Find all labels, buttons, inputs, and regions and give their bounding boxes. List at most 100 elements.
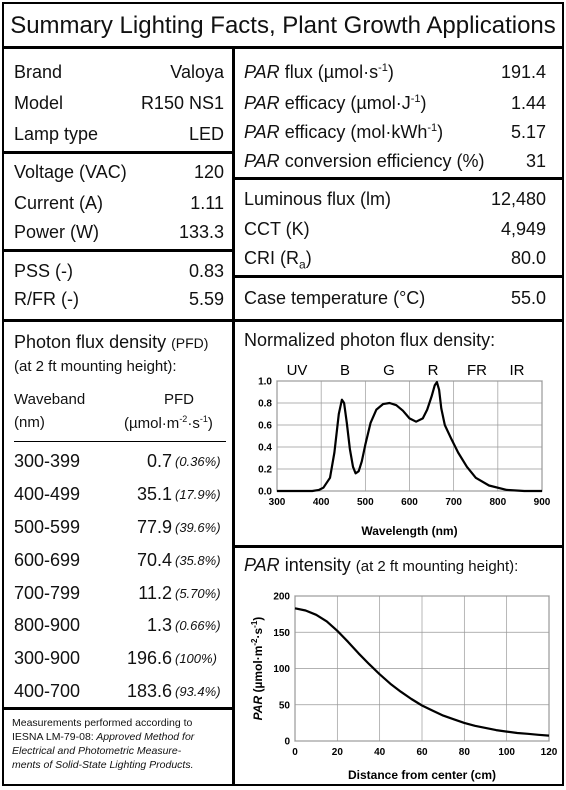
table-row: 700-799 11.2 (5.70%) xyxy=(14,583,224,613)
table-row: 300-399 0.7 (0.36%) xyxy=(14,451,224,481)
x-axis-label: Wavelength (nm) xyxy=(361,524,457,538)
cct-label: CCT (K) xyxy=(244,219,310,239)
rfr-value: 5.59 xyxy=(188,289,224,309)
pfd-cell: 77.9 xyxy=(136,517,172,537)
title-text: (at 2 ft mounting height): xyxy=(355,558,519,575)
title-text: intensity xyxy=(279,555,351,575)
table-header-rule xyxy=(14,441,226,442)
section-divider xyxy=(235,545,562,548)
unit-sup: -1 xyxy=(199,414,208,424)
col-pfd-header: PFD xyxy=(164,391,194,408)
x-tick-label: 800 xyxy=(489,497,506,508)
label-text: ) xyxy=(387,62,394,82)
label-sub: a xyxy=(299,257,306,272)
x-tick-label: 60 xyxy=(416,747,428,758)
percent-cell: (0.66%) xyxy=(175,618,221,633)
band-label: FR xyxy=(467,362,487,379)
series-line xyxy=(277,381,542,493)
percent-cell: (17.9%) xyxy=(175,487,221,502)
par-efficacy-value: 1.44 xyxy=(510,93,546,113)
par-conversion-value: 31 xyxy=(525,151,546,171)
rfr-label: R/FR (-) xyxy=(14,289,79,309)
waveband-cell: 400-499 xyxy=(14,484,81,504)
section-divider xyxy=(4,249,232,252)
pfd-title-abbrev: (PFD) xyxy=(171,335,209,351)
label-text: PAR xyxy=(244,122,280,142)
percent-cell: (100%) xyxy=(175,651,217,666)
percent-cell: (93.4%) xyxy=(175,684,221,699)
par-flux-value: 191.4 xyxy=(500,62,546,82)
y-tick-label: 200 xyxy=(273,592,290,603)
unit-text: ) xyxy=(207,415,213,432)
pfd-cell: 70.4 xyxy=(136,550,172,570)
y-tick-label: 1.0 xyxy=(258,377,272,388)
waveband-cell: 700-799 xyxy=(14,583,81,603)
note-line: Electrical and Photometric Measure- xyxy=(12,744,226,758)
x-tick-label: 900 xyxy=(534,497,551,508)
x-tick-label: 400 xyxy=(313,497,330,508)
y-axis-label-part: -1 xyxy=(250,620,259,628)
label-text: flux (µmol·s xyxy=(279,62,379,82)
section-divider xyxy=(235,177,562,180)
column-divider xyxy=(232,49,235,784)
x-tick-label: 300 xyxy=(269,497,286,508)
y-tick-label: 0 xyxy=(284,737,290,748)
y-axis-label-part: -2 xyxy=(250,638,259,646)
pfd-cell: 196.6 xyxy=(126,648,172,668)
label-text: PAR xyxy=(244,93,280,113)
pfd-cell: 11.2 xyxy=(138,583,172,603)
waveband-cell: 600-699 xyxy=(14,550,81,570)
table-row: 600-699 70.4 (35.8%) xyxy=(14,550,224,580)
note-line: ments of Solid-State Lighting Products. xyxy=(12,758,226,772)
band-label: G xyxy=(383,362,395,379)
y-tick-label: 0.2 xyxy=(258,465,272,476)
label-sup: -1 xyxy=(427,122,438,134)
par-efficacy-kwh-value: 5.17 xyxy=(510,122,546,142)
cri-value: 80.0 xyxy=(510,248,546,268)
par-efficacy-kwh-label: PAR efficacy (mol·kWh-1) xyxy=(244,122,443,143)
band-label: R xyxy=(428,362,439,379)
unit-text: (µmol·m xyxy=(124,415,180,432)
pfd-title-text: Photon flux density xyxy=(14,332,167,352)
y-tick-label: 0.4 xyxy=(258,443,272,454)
col-waveband-header: Waveband xyxy=(14,391,86,408)
label-text: PAR xyxy=(244,151,280,171)
current-label: Current (A) xyxy=(14,193,104,213)
y-axis-label-part: PAR xyxy=(251,696,265,721)
title-text: PAR xyxy=(244,555,280,575)
current-value: 1.11 xyxy=(190,193,224,213)
par-chart-title: PAR intensity (at 2 ft mounting height): xyxy=(244,555,518,576)
note-text: Approved Method for xyxy=(93,731,195,743)
y-tick-label: 150 xyxy=(273,628,290,639)
label-text: ) xyxy=(420,93,427,113)
y-axis-label-part: ·s xyxy=(251,627,265,638)
case-temp-value: 55.0 xyxy=(510,288,546,308)
x-tick-label: 80 xyxy=(459,747,471,758)
percent-cell: (5.70%) xyxy=(175,586,221,601)
table-row: 500-599 77.9 (39.6%) xyxy=(14,517,224,547)
y-tick-label: 0.0 xyxy=(258,487,272,498)
label-sup: -1 xyxy=(410,93,421,105)
y-axis-label-part: (µmol·m xyxy=(251,646,265,696)
y-axis-label-part: ) xyxy=(251,617,265,621)
pss-label: PSS (-) xyxy=(14,261,74,281)
lamp-type-label: Lamp type xyxy=(14,124,99,144)
waveband-cell: 500-599 xyxy=(14,517,81,537)
pfd-cell: 1.3 xyxy=(146,615,172,635)
x-tick-label: 120 xyxy=(541,747,558,758)
x-tick-label: 700 xyxy=(445,497,462,508)
note-text: Electrical and Photometric Measure- xyxy=(12,745,182,757)
luminous-flux-label: Luminous flux (lm) xyxy=(244,189,392,209)
y-tick-label: 0.8 xyxy=(258,399,272,410)
lamp-type-value: LED xyxy=(188,124,224,144)
section-divider xyxy=(4,707,232,710)
x-tick-label: 20 xyxy=(332,747,344,758)
x-tick-label: 500 xyxy=(357,497,374,508)
table-row: 400-700 183.6 (93.4%) xyxy=(14,681,224,711)
unit-text: ·s xyxy=(187,415,200,432)
page-title: Summary Lighting Facts, Plant Growth App… xyxy=(4,4,562,49)
note-line: IESNA LM-79-08: Approved Method for xyxy=(12,730,226,744)
note-text: IESNA LM-79-08: xyxy=(12,731,94,743)
y-tick-label: 0.6 xyxy=(258,421,272,432)
